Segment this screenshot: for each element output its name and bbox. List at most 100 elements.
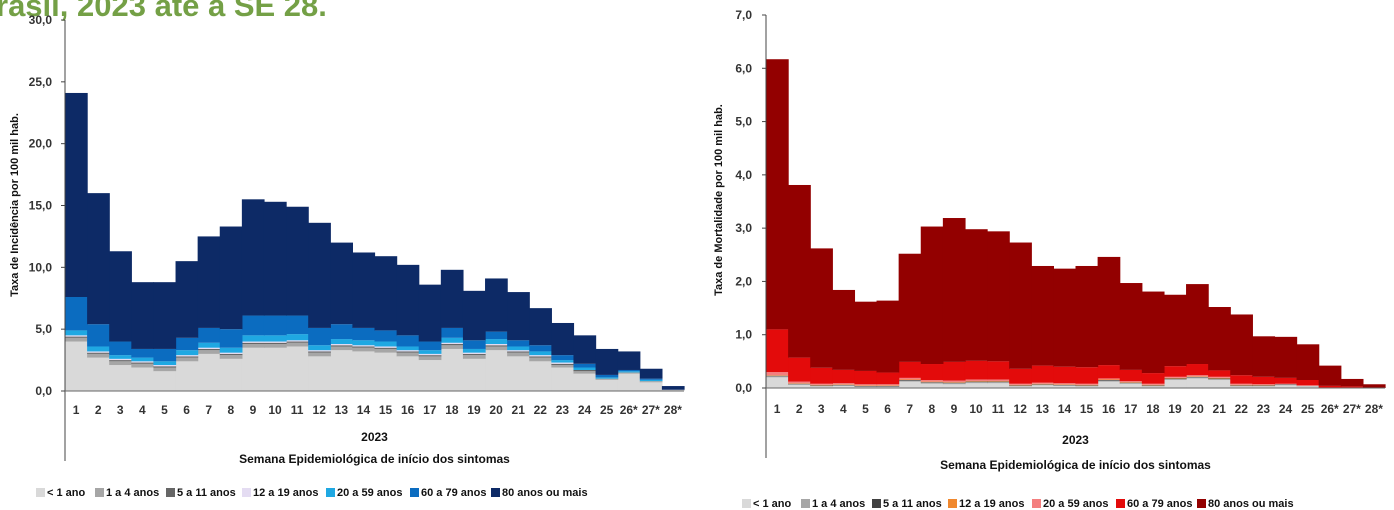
x-tick-label: 21 bbox=[1213, 402, 1227, 416]
data-segment bbox=[1141, 385, 1165, 386]
data-segment bbox=[1186, 378, 1209, 388]
data-segment bbox=[131, 282, 155, 349]
x-tick-label: 14 bbox=[1058, 402, 1072, 416]
x-tick-label: 8 bbox=[227, 403, 234, 417]
data-segment bbox=[352, 345, 376, 347]
data-segment bbox=[1208, 380, 1231, 388]
data-segment bbox=[462, 340, 486, 349]
data-segment bbox=[788, 184, 811, 358]
data-segment bbox=[241, 342, 265, 345]
data-segment bbox=[507, 356, 530, 391]
data-segment bbox=[87, 357, 110, 391]
data-segment bbox=[1208, 376, 1231, 378]
data-segment bbox=[1141, 386, 1165, 388]
data-segment bbox=[987, 381, 1010, 382]
x-tick-label: 3 bbox=[818, 402, 825, 416]
x-tick-label: 18 bbox=[1146, 402, 1160, 416]
data-segment bbox=[109, 361, 132, 366]
legend-swatch bbox=[95, 488, 104, 497]
data-segment bbox=[109, 355, 132, 359]
data-segment bbox=[898, 380, 922, 382]
y-tick-label: 30,0 bbox=[29, 13, 53, 27]
y-tick-label: 2,0 bbox=[735, 274, 752, 288]
data-segment bbox=[920, 382, 944, 384]
data-segment bbox=[810, 384, 833, 386]
data-segment bbox=[197, 353, 221, 391]
data-segment bbox=[551, 365, 575, 368]
x-tick-label: 4 bbox=[840, 402, 847, 416]
data-segment bbox=[286, 315, 309, 335]
data-segment bbox=[876, 372, 900, 385]
data-segment bbox=[87, 346, 110, 352]
data-segment bbox=[352, 340, 376, 346]
data-segment bbox=[942, 382, 966, 383]
data-segment bbox=[1186, 375, 1209, 377]
data-segment bbox=[639, 379, 663, 382]
data-segment bbox=[1031, 384, 1054, 385]
data-segment bbox=[1230, 385, 1253, 387]
data-segment bbox=[153, 365, 177, 367]
data-segment bbox=[1274, 385, 1298, 388]
data-segment bbox=[788, 381, 811, 384]
data-segment bbox=[1252, 385, 1276, 386]
data-segment bbox=[1097, 380, 1121, 382]
data-segment bbox=[219, 347, 243, 353]
data-segment bbox=[418, 353, 442, 356]
series-2 bbox=[766, 375, 1298, 387]
legend-label: < 1 ano bbox=[753, 498, 791, 510]
data-segment bbox=[1097, 381, 1121, 388]
data-segment bbox=[396, 352, 420, 357]
data-segment bbox=[131, 362, 155, 364]
data-segment bbox=[1009, 242, 1032, 369]
data-segment bbox=[639, 368, 663, 379]
data-segment bbox=[551, 355, 575, 361]
data-segment bbox=[1274, 336, 1298, 378]
legend-swatch bbox=[242, 488, 251, 497]
data-segment bbox=[898, 377, 922, 380]
data-segment bbox=[1053, 366, 1077, 384]
legend-label: 1 a 4 anos bbox=[812, 498, 865, 510]
data-segment bbox=[964, 381, 988, 383]
y-tick-label: 5,0 bbox=[735, 115, 752, 129]
data-segment bbox=[810, 385, 833, 386]
data-segment bbox=[175, 355, 199, 357]
data-segment bbox=[263, 201, 287, 316]
data-segment bbox=[529, 345, 552, 352]
data-segment bbox=[418, 284, 442, 342]
data-segment bbox=[87, 352, 110, 354]
data-segment bbox=[485, 331, 508, 340]
data-segment bbox=[1141, 383, 1165, 385]
data-segment bbox=[1097, 256, 1121, 366]
data-segment bbox=[942, 382, 966, 384]
data-segment bbox=[854, 301, 878, 371]
x-tick-label: 27* bbox=[1343, 402, 1361, 416]
data-segment bbox=[197, 348, 221, 351]
data-segment bbox=[374, 352, 398, 391]
x-tick-label: 21 bbox=[512, 403, 526, 417]
incidence-chart: 0,05,010,015,020,025,030,01 2 3 4 5 6 7 8 9 10 11 1… bbox=[9, 13, 685, 499]
data-segment bbox=[485, 346, 508, 351]
data-segment bbox=[987, 361, 1010, 380]
data-segment bbox=[788, 384, 811, 385]
y-axis-title: Taxa de Mortalidade por 100 mil hab. bbox=[713, 104, 725, 296]
data-segment bbox=[396, 264, 420, 336]
data-segment bbox=[854, 370, 878, 385]
data-segment bbox=[87, 351, 110, 353]
data-segment bbox=[219, 353, 243, 356]
legend-label: 12 a 19 anos bbox=[959, 498, 1024, 510]
data-segment bbox=[832, 384, 856, 385]
data-segment bbox=[1230, 385, 1253, 386]
x-tick-label: 5 bbox=[161, 403, 168, 417]
data-segment bbox=[1097, 365, 1121, 379]
data-segment bbox=[964, 382, 988, 384]
legend-swatch bbox=[1032, 499, 1041, 508]
data-segment bbox=[1208, 370, 1231, 377]
legend-label: 20 a 59 anos bbox=[337, 487, 402, 499]
x-tick-label: 3 bbox=[117, 403, 124, 417]
data-segment bbox=[661, 389, 685, 391]
data-segment bbox=[766, 329, 789, 373]
x-tick-label: 2 bbox=[796, 402, 803, 416]
data-segment bbox=[330, 344, 353, 346]
data-segment bbox=[1031, 385, 1054, 388]
data-segment bbox=[65, 336, 88, 338]
